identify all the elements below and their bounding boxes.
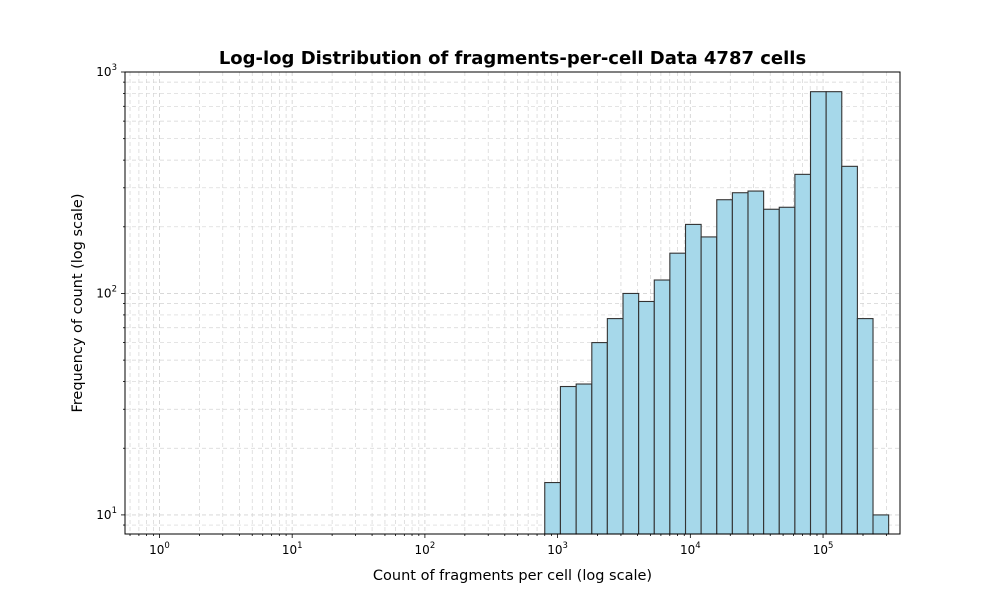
y-tick-label: 102 [96,284,117,300]
histogram-bar [700,236,718,535]
x-tick-exponent: 1 [297,541,302,551]
x-tick-base: 10 [282,543,297,557]
x-tick-base: 10 [149,543,164,557]
y-tick-base: 10 [96,286,111,300]
histogram-bar [825,91,843,535]
y-tick-label: 101 [96,506,117,522]
histogram-bar [763,208,780,535]
histogram-bar [716,199,733,535]
histogram-bar [653,279,671,535]
x-tick-base: 10 [415,543,430,557]
x-tick-exponent: 2 [430,541,435,551]
histogram-bar [809,91,827,535]
y-tick-base: 10 [96,508,111,522]
histogram-bar [731,192,749,535]
y-tick-exponent: 2 [112,284,117,294]
x-tick-label: 101 [282,541,303,557]
x-tick-base: 10 [547,543,562,557]
histogram-bar [778,206,796,535]
chart-title: Log-log Distribution of fragments-per-ce… [219,48,806,69]
plot-frame [124,71,901,535]
y-tick-exponent: 1 [112,506,117,516]
histogram-bar [841,165,858,535]
x-tick-exponent: 5 [828,541,833,551]
histogram-bar [684,223,702,535]
histogram-bar [872,514,890,535]
x-axis-label: Count of fragments per cell (log scale) [373,568,652,584]
y-axis-label: Frequency of count (log scale) [70,193,86,412]
y-tick-base: 10 [96,65,111,79]
histogram-bar [669,252,687,535]
x-tick-label: 103 [547,541,568,557]
x-tick-exponent: 3 [563,541,568,551]
x-tick-label: 100 [149,541,170,557]
x-tick-label: 102 [415,541,436,557]
x-tick-exponent: 4 [695,541,700,551]
histogram-bar [575,383,593,535]
histogram-bar [591,342,608,535]
histogram-bar [856,318,874,535]
histogram-bar [606,318,624,535]
histogram-bar [622,292,640,535]
histogram-bar [559,385,577,535]
x-tick-base: 10 [813,543,828,557]
x-tick-exponent: 0 [164,541,169,551]
histogram-bar [638,300,655,535]
histogram-bar [544,482,561,535]
y-tick-exponent: 3 [112,63,117,73]
x-tick-label: 104 [680,541,701,557]
y-tick-label: 103 [96,63,117,79]
histogram-bar [794,173,812,535]
x-tick-base: 10 [680,543,695,557]
histogram-bar [747,190,765,535]
x-tick-label: 105 [813,541,834,557]
